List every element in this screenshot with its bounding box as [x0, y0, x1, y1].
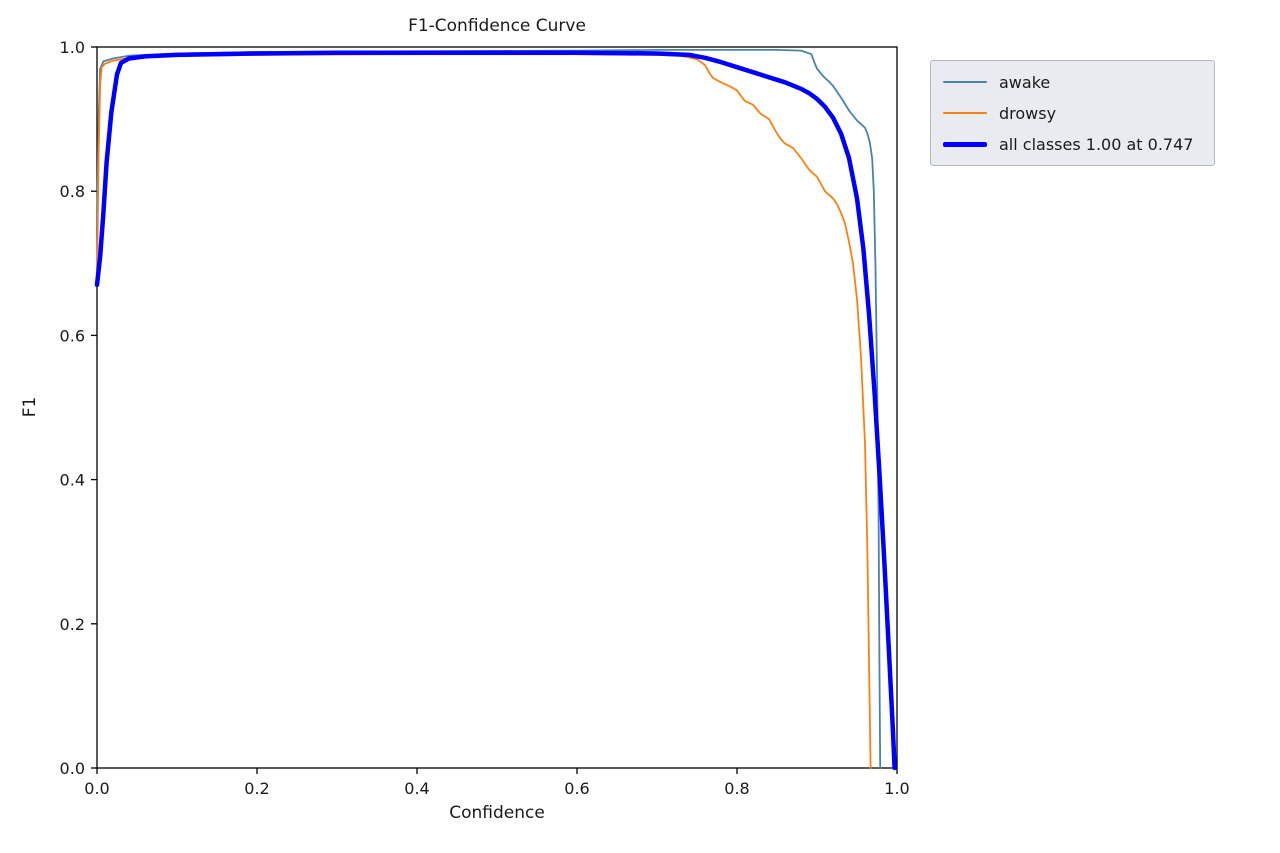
legend-label: all classes 1.00 at 0.747: [999, 134, 1194, 154]
legend: awake drowsy all classes 1.00 at 0.747: [930, 60, 1215, 166]
y-tick-label: 0.2: [60, 615, 85, 634]
series-line-drowsy: [96, 53, 872, 769]
legend-entry: awake: [943, 71, 1200, 93]
x-tick-label: 0.4: [404, 779, 429, 798]
x-tick-label: 0.0: [84, 779, 109, 798]
legend-label: drowsy: [999, 103, 1057, 123]
legend-line-sample: [943, 141, 987, 147]
legend-entry: all classes 1.00 at 0.747: [943, 133, 1200, 155]
y-tick-label: 0.0: [60, 759, 85, 778]
y-tick-label: 0.8: [60, 182, 85, 201]
x-tick-label: 0.8: [724, 779, 749, 798]
legend-entry: drowsy: [943, 102, 1200, 124]
legend-line-sample: [943, 81, 987, 83]
legend-label: awake: [999, 72, 1051, 92]
y-tick-label: 0.4: [60, 471, 85, 490]
x-axis-label: Confidence: [449, 803, 545, 823]
x-tick-label: 0.6: [564, 779, 589, 798]
chart-title: F1-Confidence Curve: [408, 16, 586, 36]
y-axis-label: F1: [20, 396, 40, 418]
plot-frame: [96, 46, 898, 769]
legend-line-sample: [943, 112, 987, 114]
x-tick-label: 1.0: [884, 779, 909, 798]
series-line-all: [94, 50, 897, 771]
x-tick-label: 0.2: [244, 779, 269, 798]
series-line-awake: [96, 49, 882, 769]
y-tick-label: 0.6: [60, 326, 85, 345]
y-tick-label: 1.0: [60, 38, 85, 57]
